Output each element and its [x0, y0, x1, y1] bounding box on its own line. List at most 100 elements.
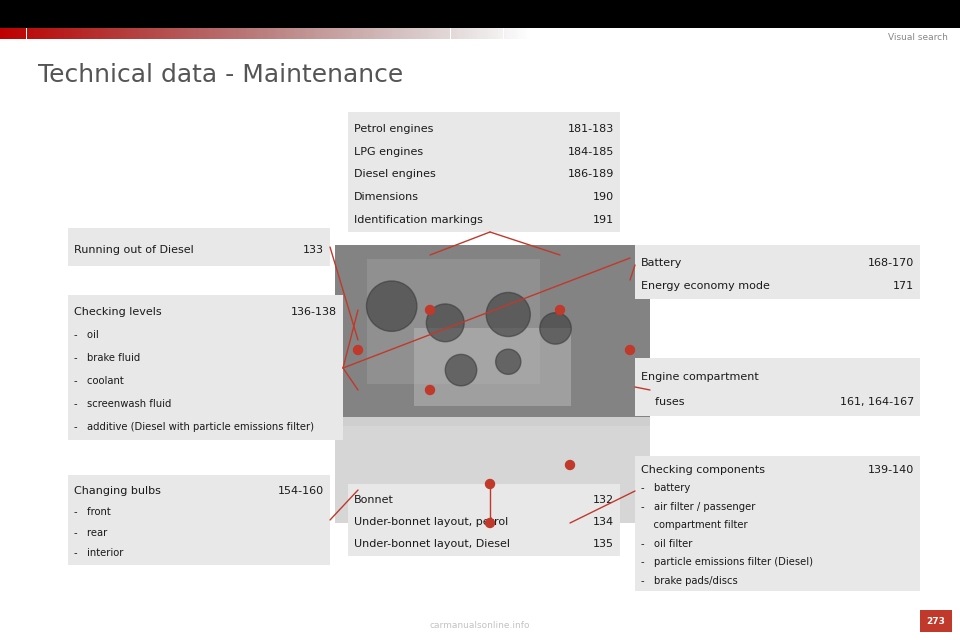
Bar: [509, 28, 512, 39]
Bar: [273, 28, 276, 39]
Bar: [21, 28, 24, 39]
Bar: [262, 28, 265, 39]
Bar: [108, 28, 111, 39]
Bar: [471, 28, 474, 39]
Bar: [68, 475, 330, 565]
Bar: [206, 28, 209, 39]
Bar: [116, 28, 119, 39]
Bar: [236, 28, 238, 39]
Bar: [74, 28, 77, 39]
Text: -   particle emissions filter (Diesel): - particle emissions filter (Diesel): [641, 557, 813, 567]
Text: 190: 190: [593, 192, 614, 202]
Text: 139-140: 139-140: [868, 465, 914, 475]
Bar: [6, 28, 8, 39]
Text: 136-138: 136-138: [291, 307, 337, 317]
Circle shape: [367, 281, 417, 332]
Circle shape: [425, 305, 435, 314]
Bar: [111, 28, 114, 39]
Bar: [45, 28, 48, 39]
Bar: [24, 28, 27, 39]
Bar: [135, 28, 138, 39]
Text: -   battery: - battery: [641, 483, 690, 493]
Bar: [453, 28, 456, 39]
Circle shape: [626, 346, 635, 355]
Bar: [488, 28, 491, 39]
Text: 273: 273: [926, 616, 946, 625]
Bar: [426, 28, 429, 39]
Bar: [302, 28, 304, 39]
Bar: [437, 28, 440, 39]
Bar: [635, 358, 920, 416]
Bar: [495, 28, 498, 39]
Bar: [122, 28, 125, 39]
Bar: [321, 28, 324, 39]
Bar: [278, 28, 281, 39]
Bar: [151, 28, 154, 39]
Bar: [326, 28, 328, 39]
Bar: [8, 28, 11, 39]
Bar: [50, 28, 53, 39]
Bar: [339, 28, 342, 39]
Bar: [138, 28, 140, 39]
Bar: [328, 28, 331, 39]
Bar: [140, 28, 143, 39]
Text: Technical data - Maintenance: Technical data - Maintenance: [38, 63, 403, 87]
Circle shape: [486, 292, 530, 337]
Bar: [66, 28, 69, 39]
Bar: [352, 28, 355, 39]
Text: Checking levels: Checking levels: [74, 307, 161, 317]
Bar: [18, 28, 21, 39]
Bar: [167, 28, 170, 39]
Bar: [310, 28, 313, 39]
Bar: [424, 28, 426, 39]
Text: 134: 134: [593, 517, 614, 527]
Text: Battery: Battery: [641, 258, 683, 268]
Bar: [416, 28, 419, 39]
Text: -   interior: - interior: [74, 548, 124, 559]
Bar: [360, 28, 363, 39]
Bar: [90, 28, 93, 39]
Bar: [445, 28, 448, 39]
Bar: [440, 28, 443, 39]
Bar: [149, 28, 151, 39]
Bar: [369, 28, 371, 39]
Bar: [84, 28, 87, 39]
Bar: [349, 28, 352, 39]
Text: 154-160: 154-160: [277, 486, 324, 496]
Bar: [469, 28, 471, 39]
Bar: [32, 28, 35, 39]
Bar: [358, 28, 360, 39]
Bar: [132, 28, 135, 39]
Text: Changing bulbs: Changing bulbs: [74, 486, 161, 496]
Bar: [63, 28, 66, 39]
Circle shape: [565, 461, 574, 470]
Bar: [188, 28, 191, 39]
Bar: [83, 28, 84, 39]
Text: -   air filter / passenger: - air filter / passenger: [641, 502, 756, 512]
Bar: [281, 28, 283, 39]
Bar: [920, 610, 952, 632]
Text: Dimensions: Dimensions: [354, 192, 419, 202]
Text: fuses: fuses: [641, 397, 684, 407]
Bar: [80, 28, 83, 39]
Bar: [199, 28, 202, 39]
Bar: [42, 28, 45, 39]
Bar: [98, 28, 101, 39]
Text: Visual search: Visual search: [888, 33, 948, 42]
Bar: [249, 28, 252, 39]
Bar: [95, 28, 98, 39]
Bar: [492, 28, 495, 39]
Bar: [215, 28, 217, 39]
Bar: [348, 112, 620, 232]
Text: 161, 164-167: 161, 164-167: [840, 397, 914, 407]
Bar: [260, 28, 262, 39]
Bar: [68, 295, 343, 440]
Bar: [241, 28, 244, 39]
Text: Energy economy mode: Energy economy mode: [641, 281, 770, 291]
Bar: [185, 28, 188, 39]
Bar: [265, 28, 268, 39]
Bar: [300, 28, 302, 39]
Bar: [337, 28, 339, 39]
Bar: [77, 28, 80, 39]
Bar: [408, 28, 411, 39]
